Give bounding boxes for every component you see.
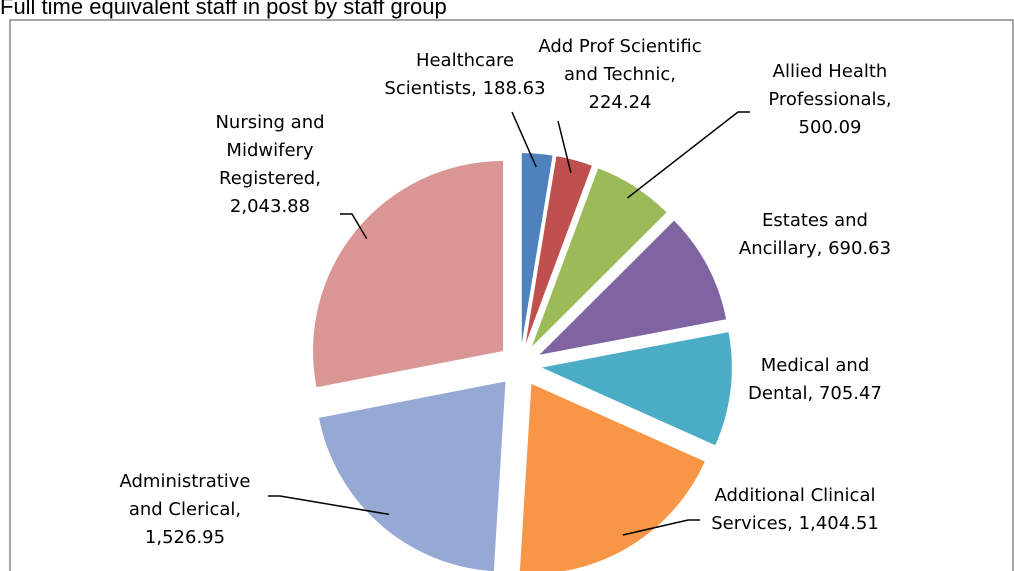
label-value: 1,404.51	[798, 513, 879, 534]
label-separator: ,	[885, 89, 892, 110]
leader-line	[340, 213, 368, 240]
data-label: Administrative and Clerical, 1,526.95	[100, 468, 270, 552]
label-separator: ,	[807, 383, 814, 404]
data-label: Add Prof Scientific and Technic, 224.24	[535, 33, 705, 117]
label-separator: ,	[315, 168, 321, 189]
label-value: 690.63	[828, 238, 892, 259]
label-name: Administrative and Clerical	[119, 471, 251, 520]
data-label: Nursing and Midwifery Registered, 2,043.…	[185, 109, 355, 221]
chart-title: Full time equivalent staff in post by st…	[0, 0, 447, 19]
data-label: Additional Clinical Services, 1,404.51	[710, 482, 880, 538]
pie-slice	[531, 168, 667, 347]
pie-slice	[313, 161, 504, 388]
label-value: 705.47	[818, 383, 882, 404]
label-separator: ,	[787, 513, 793, 534]
label-value: 224.24	[588, 92, 652, 113]
data-label: Healthcare Scientists, 188.63	[380, 47, 550, 103]
label-separator: ,	[816, 238, 823, 259]
label-name: Add Prof Scientific and Technic	[538, 36, 702, 85]
leader-line	[622, 519, 700, 536]
pie-slice	[519, 383, 705, 571]
pie-slice	[525, 156, 592, 344]
label-value: 2,043.88	[229, 196, 311, 217]
data-label: Estates and Ancillary, 690.63	[730, 207, 900, 263]
label-name: Allied Health Professionals	[768, 61, 888, 110]
label-separator: ,	[235, 499, 242, 520]
data-label: Allied Health Professionals, 500.09	[745, 58, 915, 142]
label-name: Medical and Dental	[748, 355, 870, 404]
pie-slice	[539, 220, 727, 355]
label-value: 188.63	[482, 78, 546, 99]
pie-slice	[521, 153, 553, 344]
label-name: Nursing and Midwifery Registered	[215, 112, 325, 189]
leader-line	[268, 495, 390, 516]
pie-slice	[541, 332, 732, 446]
leader-line	[627, 111, 750, 199]
chart-frame	[9, 19, 1014, 571]
label-name: Additional Clinical Services	[711, 485, 876, 534]
label-name: Healthcare Scientists	[384, 50, 515, 99]
label-separator: ,	[670, 64, 676, 85]
pie-slice	[318, 381, 506, 571]
leader-line	[511, 111, 537, 168]
data-label: Medical and Dental, 705.47	[730, 352, 900, 408]
label-value: 500.09	[798, 117, 862, 138]
label-separator: ,	[471, 78, 477, 99]
leader-line	[557, 120, 572, 174]
label-value: 1,526.95	[144, 527, 226, 548]
label-name: Estates and Ancillary	[738, 210, 868, 259]
